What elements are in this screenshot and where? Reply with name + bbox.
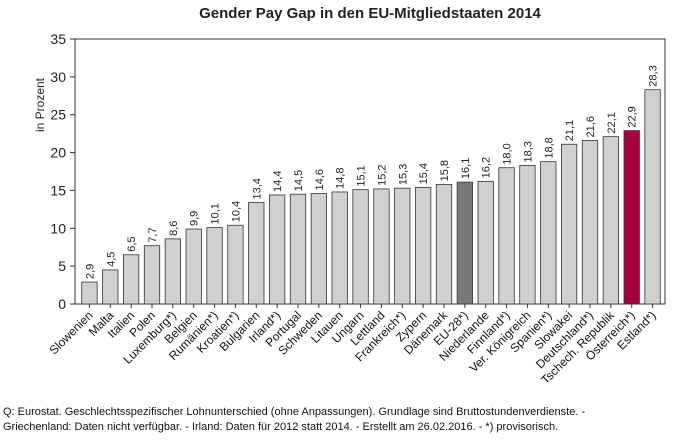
bar bbox=[623, 130, 640, 305]
data-label: 21,1 bbox=[564, 120, 576, 141]
data-label: 10,4 bbox=[230, 201, 242, 222]
y-tick-label: 25 bbox=[50, 107, 66, 123]
bar bbox=[352, 189, 369, 305]
y-tick-label: 35 bbox=[50, 31, 66, 47]
footnote-line-2: Griechenland: Daten nicht verfügbar. - I… bbox=[3, 421, 559, 433]
bar bbox=[644, 89, 661, 305]
bar-chart: Gender Pay Gap in den EU-Mitgliedstaaten… bbox=[33, 5, 666, 387]
bar bbox=[164, 238, 181, 305]
y-tick-label: 15 bbox=[50, 182, 66, 198]
data-label: 16,2 bbox=[481, 157, 493, 178]
bar bbox=[81, 281, 98, 305]
bar bbox=[123, 254, 140, 305]
y-tick-label: 5 bbox=[58, 258, 66, 274]
bar bbox=[477, 180, 494, 305]
data-label: 15,4 bbox=[418, 163, 430, 184]
bar bbox=[519, 165, 536, 305]
data-label: 21,6 bbox=[585, 116, 597, 137]
bar bbox=[248, 202, 265, 305]
footnote: Q: Eurostat. Geschlechtsspezifischer Loh… bbox=[3, 405, 675, 435]
bar bbox=[415, 186, 432, 305]
footnote-line-1: Q: Eurostat. Geschlechtsspezifischer Loh… bbox=[3, 406, 586, 418]
data-label: 8,6 bbox=[168, 221, 180, 236]
bar bbox=[310, 193, 327, 305]
y-tick-label: 20 bbox=[50, 145, 66, 161]
data-label: 15,2 bbox=[376, 164, 388, 185]
y-tick-label: 0 bbox=[58, 296, 66, 312]
bar bbox=[456, 181, 473, 305]
data-label: 4,5 bbox=[105, 252, 117, 267]
bar bbox=[561, 143, 578, 305]
bar bbox=[331, 191, 348, 305]
data-label: 22,9 bbox=[627, 106, 639, 127]
data-label: 18,8 bbox=[543, 137, 555, 158]
data-label: 15,3 bbox=[397, 164, 409, 185]
bar bbox=[602, 136, 619, 305]
data-label: 14,4 bbox=[272, 171, 284, 192]
data-label: 14,6 bbox=[314, 169, 326, 190]
data-label: 28,3 bbox=[648, 65, 660, 86]
bar bbox=[269, 194, 286, 305]
bar bbox=[394, 187, 411, 305]
chart-title: Gender Pay Gap in den EU-Mitgliedstaaten… bbox=[199, 5, 541, 22]
data-label: 13,4 bbox=[251, 178, 263, 199]
bar bbox=[185, 228, 202, 305]
bar bbox=[289, 193, 307, 305]
data-label: 6,5 bbox=[126, 236, 138, 251]
data-label: 22,1 bbox=[606, 112, 618, 133]
data-label: 15,8 bbox=[439, 160, 451, 181]
data-label: 14,8 bbox=[335, 168, 347, 189]
bar bbox=[581, 140, 599, 305]
data-label: 15,1 bbox=[356, 165, 368, 186]
data-label: 9,9 bbox=[189, 211, 201, 226]
bar bbox=[227, 224, 244, 305]
bar bbox=[498, 167, 515, 305]
plot-frame bbox=[74, 38, 666, 305]
bar bbox=[540, 161, 557, 305]
y-axis-label: in Prozent bbox=[33, 77, 47, 132]
y-tick-label: 30 bbox=[50, 69, 66, 85]
data-label: 18,0 bbox=[502, 143, 514, 164]
data-label: 16,1 bbox=[460, 158, 472, 179]
data-label: 2,9 bbox=[84, 264, 96, 279]
bar bbox=[435, 183, 453, 305]
y-tick-label: 10 bbox=[50, 220, 66, 236]
bar bbox=[206, 227, 223, 305]
data-label: 14,5 bbox=[293, 170, 305, 191]
data-label: 18,3 bbox=[522, 141, 534, 162]
bar bbox=[373, 188, 390, 305]
plot-area: 051015202530352,9Slowenien4,5Malta6,5Ita… bbox=[46, 31, 666, 387]
data-label: 10,1 bbox=[210, 203, 222, 224]
data-label: 7,7 bbox=[147, 227, 159, 242]
bar bbox=[143, 245, 161, 305]
bar bbox=[102, 269, 119, 305]
